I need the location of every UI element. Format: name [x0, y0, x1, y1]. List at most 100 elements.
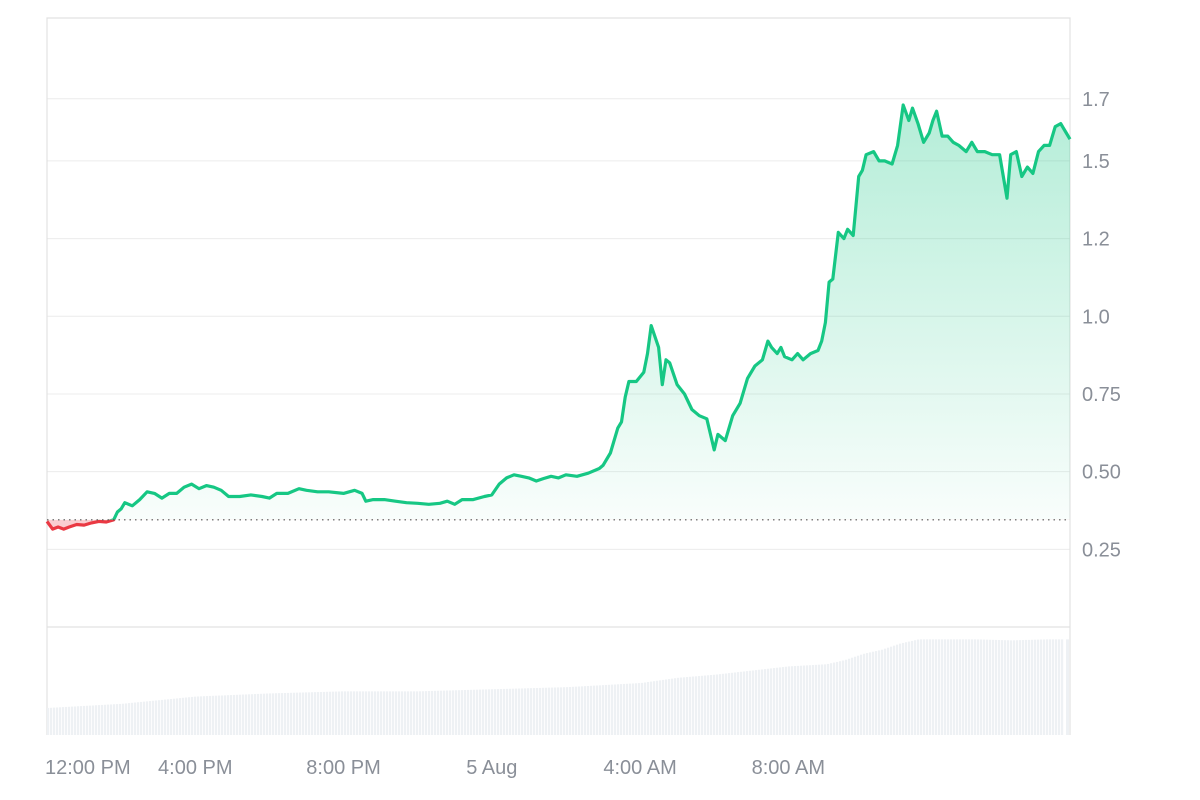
volume-bar	[296, 692, 299, 735]
volume-bar	[251, 694, 254, 735]
volume-bar	[341, 691, 344, 735]
volume-bar	[305, 692, 308, 735]
volume-bar	[944, 639, 947, 735]
volume-bar	[701, 675, 704, 735]
volume-bar	[824, 664, 827, 735]
volume-bar	[905, 642, 908, 735]
volume-bar	[923, 639, 926, 735]
volume-bar	[761, 669, 764, 735]
volume-bar	[77, 706, 80, 735]
volume-bar	[995, 639, 998, 735]
volume-bar	[512, 688, 515, 735]
volume-bar	[869, 652, 872, 735]
volume-bar	[422, 691, 425, 735]
volume-bar	[593, 685, 596, 735]
volume-bar	[626, 683, 629, 735]
volume-bar	[599, 685, 602, 735]
volume-bar	[467, 689, 470, 735]
volume-bar	[230, 695, 233, 735]
x-tick-label: 4:00 PM	[158, 757, 232, 779]
volume-bar	[794, 666, 797, 735]
volume-bar	[65, 706, 68, 735]
volume-bar	[182, 697, 185, 735]
volume-bar	[719, 674, 722, 735]
x-tick-label: 5 Aug	[466, 757, 517, 779]
volume-bar	[356, 691, 359, 735]
volume-bar	[311, 692, 314, 735]
volume-bar	[347, 691, 350, 735]
y-tick-label: 1.7	[1082, 89, 1110, 111]
volume-bar	[755, 670, 758, 735]
volume-bar	[188, 697, 191, 735]
volume-bar	[320, 691, 323, 735]
volume-bar	[830, 663, 833, 735]
volume-bar	[791, 666, 794, 735]
volume-bar	[392, 691, 395, 735]
volume-bar	[389, 691, 392, 735]
volume-bar	[731, 672, 734, 735]
price-line[interactable]	[45, 103, 1072, 531]
volume-bar	[653, 681, 656, 735]
volume-bar	[935, 639, 938, 735]
volume-bar	[1004, 640, 1007, 735]
x-tick-label: 4:00 AM	[603, 757, 676, 779]
volume-bar	[362, 691, 365, 735]
volume-bar	[773, 668, 776, 735]
volume-bar	[470, 689, 473, 735]
volume-bar	[1019, 640, 1022, 735]
volume-bar	[770, 668, 773, 735]
volume-bar	[524, 688, 527, 735]
volume-bar	[86, 705, 89, 735]
volume-bar	[896, 644, 899, 735]
volume-bar	[299, 692, 302, 735]
volume-bar	[563, 687, 566, 735]
volume-bar	[1043, 639, 1046, 735]
volume-bar	[749, 670, 752, 735]
volume-bar	[242, 694, 245, 735]
volume-bar	[641, 682, 644, 735]
volume-bar	[689, 676, 692, 735]
volume-bar	[293, 692, 296, 735]
volume-bar	[89, 705, 92, 735]
volume-bar	[989, 639, 992, 735]
volume-bar	[1007, 640, 1010, 735]
x-tick-label: 8:00 PM	[306, 757, 380, 779]
volume-bar	[407, 691, 410, 735]
volume-bar	[1058, 639, 1061, 735]
x-tick-label: 8:00 AM	[752, 757, 825, 779]
volume-bar	[845, 659, 848, 735]
volume-bar	[1025, 639, 1028, 735]
volume-bar	[617, 684, 620, 735]
volume-bar	[899, 643, 902, 735]
volume-bar	[785, 666, 788, 735]
volume-bar	[608, 684, 611, 735]
volume-bar	[434, 690, 437, 735]
volume-bar	[848, 658, 851, 735]
volume-bar	[56, 707, 59, 735]
volume-bar	[797, 665, 800, 735]
volume-bar	[968, 639, 971, 735]
y-axis-tick-labels: 1.7 1.5 1.2 1.0 0.75 0.50 0.25	[1082, 89, 1121, 562]
volume-bar	[734, 672, 737, 735]
volume-bar	[539, 687, 542, 735]
volume-bar	[398, 691, 401, 735]
volume-bar	[122, 703, 125, 735]
area-fill-up	[47, 105, 1070, 520]
volume-bar	[53, 707, 56, 735]
volume-bar	[500, 689, 503, 735]
volume-bar	[317, 692, 320, 735]
x-axis-tick-labels: 12:00 PM 4:00 PM 8:00 PM 5 Aug 4:00 AM 8:00 A…	[45, 757, 825, 779]
volume-bar	[695, 676, 698, 735]
volume-bar	[716, 674, 719, 735]
volume-bar	[206, 696, 209, 735]
volume-bar	[647, 682, 650, 735]
volume-bar	[488, 689, 491, 735]
volume-bar	[866, 653, 869, 735]
volume-bar	[464, 690, 467, 735]
price-line-up[interactable]	[47, 103, 1072, 529]
volume-bar	[872, 651, 875, 735]
volume-bar	[920, 639, 923, 735]
volume-bar	[239, 694, 242, 735]
volume-bar	[581, 686, 584, 735]
